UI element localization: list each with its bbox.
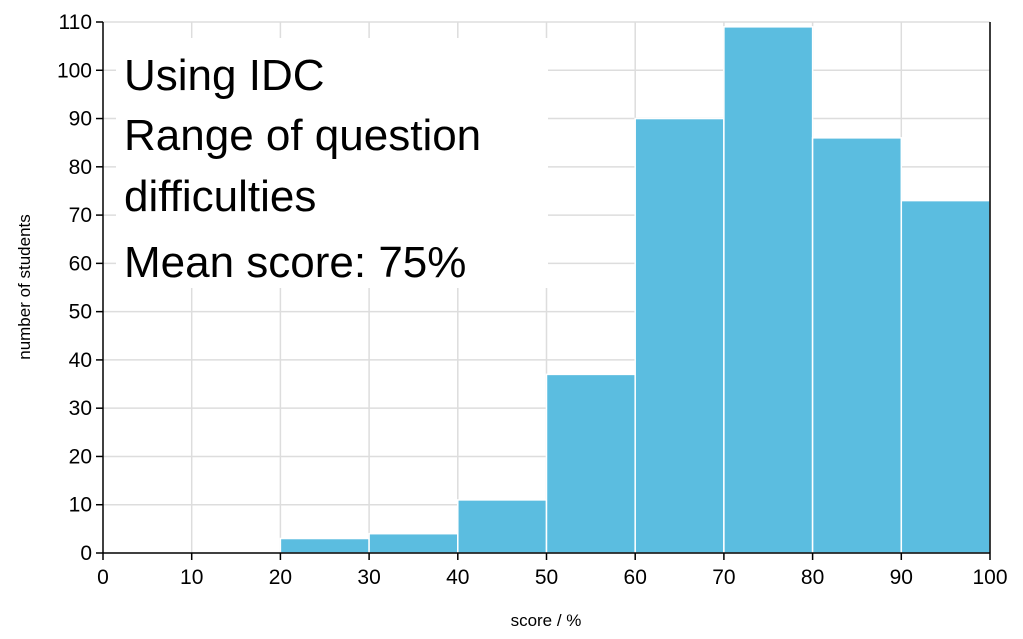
annotation-box: Using IDC Range of question difficulties… [116, 38, 548, 288]
y-tick-label: 90 [69, 108, 92, 131]
bar-20-30 [279, 537, 370, 554]
x-tick-label: 0 [97, 566, 109, 589]
x-tick-label: 100 [972, 566, 1007, 589]
x-axis-ticks: 0 10 20 30 40 50 60 70 80 90 100 [97, 553, 1008, 589]
x-tick-label: 80 [801, 566, 824, 589]
x-tick-label: 50 [535, 566, 558, 589]
y-tick-label: 20 [69, 445, 92, 468]
x-tick-label: 90 [890, 566, 913, 589]
y-tick-label: 70 [69, 204, 92, 227]
x-tick-label: 20 [269, 566, 292, 589]
y-tick-label: 10 [69, 494, 92, 517]
x-tick-label: 10 [180, 566, 203, 589]
annotation-line-1: Using IDC [124, 51, 325, 100]
annotation-line-4: Mean score: 75% [124, 238, 466, 287]
bar-80-90 [811, 137, 903, 554]
bar-60-70 [634, 117, 725, 554]
bar-40-50 [457, 499, 548, 554]
bar-50-60 [545, 373, 636, 554]
annotation-background [116, 38, 548, 288]
x-axis-title: score / % [511, 611, 582, 630]
x-tick-label: 30 [357, 566, 380, 589]
y-tick-label: 100 [57, 59, 92, 82]
y-axis-title: number of students [15, 214, 34, 360]
x-tick-label: 40 [446, 566, 469, 589]
bar-70-80 [723, 26, 814, 554]
y-tick-label: 110 [59, 11, 92, 34]
y-tick-label: 50 [69, 301, 92, 324]
y-tick-label: 30 [69, 397, 92, 420]
annotation-line-3: difficulties [124, 172, 316, 221]
y-axis-ticks: 0 10 20 30 40 50 60 70 80 90 100 110 [57, 11, 103, 565]
bar-90-100 [900, 199, 991, 554]
x-tick-label: 70 [712, 566, 735, 589]
annotation-line-2: Range of question [124, 111, 481, 160]
y-tick-label: 80 [69, 156, 92, 179]
y-tick-label: 0 [80, 542, 92, 565]
y-tick-label: 40 [69, 349, 92, 372]
bar-30-40 [368, 532, 459, 554]
x-tick-label: 60 [624, 566, 647, 589]
bars [279, 26, 991, 554]
y-tick-label: 60 [69, 252, 92, 275]
